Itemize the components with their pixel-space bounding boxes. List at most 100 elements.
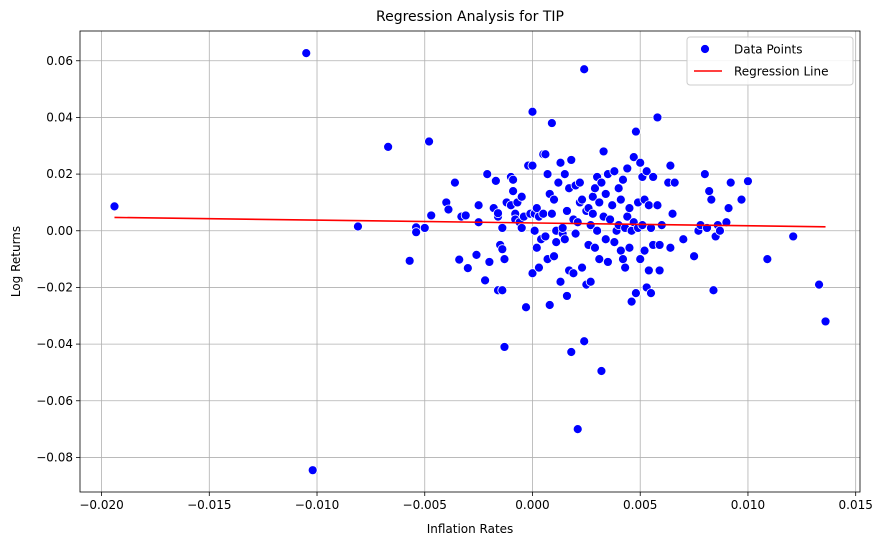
data-point: [598, 146, 609, 157]
data-point: [603, 257, 613, 267]
data-point: [667, 208, 678, 219]
data-point: [620, 262, 631, 273]
data-point: [497, 223, 508, 233]
data-point: [443, 204, 454, 215]
data-point: [646, 223, 656, 233]
data-point: [626, 296, 637, 307]
data-point: [715, 225, 725, 236]
data-point: [484, 257, 495, 267]
data-point: [557, 223, 568, 233]
data-point: [549, 194, 559, 205]
data-point: [544, 300, 555, 310]
data-point: [577, 262, 587, 273]
data-points-layer: [109, 48, 831, 476]
data-point: [516, 223, 527, 233]
y-tick-label: 0.02: [46, 167, 73, 181]
data-point: [643, 265, 654, 276]
data-point: [743, 176, 753, 187]
data-point: [631, 288, 641, 298]
data-point: [562, 206, 572, 216]
data-point: [383, 141, 394, 152]
x-axis-label: Inflation Rates: [427, 522, 514, 536]
data-point: [669, 177, 680, 188]
data-point: [596, 366, 607, 376]
data-point: [493, 208, 503, 219]
data-point: [652, 200, 663, 211]
x-tick-label: −0.005: [403, 498, 447, 512]
x-tick-label: 0.010: [731, 498, 765, 512]
data-point: [546, 118, 557, 128]
data-point: [723, 203, 734, 213]
x-tick-label: −0.015: [187, 498, 231, 512]
data-point: [555, 157, 566, 168]
data-point: [562, 291, 572, 301]
data-point: [665, 160, 676, 171]
data-point: [499, 254, 510, 264]
data-point: [592, 225, 603, 236]
data-point: [471, 249, 482, 260]
data-point: [551, 237, 562, 247]
data-point: [546, 208, 557, 219]
legend-label-data-points: Data Points: [734, 43, 803, 57]
data-point: [639, 245, 650, 256]
data-point: [618, 254, 628, 264]
data-point: [699, 169, 710, 179]
data-point: [654, 265, 665, 276]
data-point: [301, 48, 312, 59]
data-point: [704, 186, 715, 196]
data-point: [635, 254, 646, 264]
data-point: [613, 183, 624, 194]
data-point: [820, 316, 831, 327]
data-point: [353, 221, 363, 232]
data-point: [643, 200, 654, 211]
data-point: [654, 240, 665, 250]
data-point: [424, 136, 434, 147]
plot-frame: [79, 30, 861, 493]
data-point: [590, 242, 600, 253]
data-point: [590, 183, 600, 194]
data-point: [531, 242, 542, 253]
data-point: [508, 174, 518, 185]
data-point: [736, 194, 747, 205]
data-point: [419, 223, 430, 233]
data-point: [652, 112, 663, 123]
data-point: [527, 106, 538, 117]
data-point: [622, 163, 633, 174]
data-point: [615, 245, 626, 256]
data-point: [615, 194, 626, 205]
data-point: [521, 302, 531, 313]
data-point: [559, 169, 570, 179]
data-point: [540, 149, 551, 160]
data-point: [689, 251, 699, 262]
y-tick-label: 0.04: [46, 110, 73, 124]
y-tick-label: −0.02: [36, 280, 73, 294]
data-point: [411, 227, 422, 238]
data-point: [579, 64, 590, 75]
data-point: [641, 166, 652, 177]
x-tick-label: 0.000: [515, 498, 549, 512]
data-point: [648, 172, 659, 182]
data-point: [497, 285, 508, 296]
data-point: [454, 254, 465, 265]
regression-line: [114, 216, 826, 228]
data-point: [618, 174, 628, 185]
data-point: [574, 177, 585, 188]
data-point: [646, 288, 656, 298]
data-point: [605, 214, 615, 225]
y-gridlines: [80, 60, 860, 458]
data-point: [568, 268, 579, 279]
data-point: [538, 208, 549, 219]
data-point: [572, 217, 583, 228]
data-point: [725, 177, 736, 188]
y-tick-label: 0.06: [46, 54, 73, 68]
data-point: [572, 424, 583, 434]
x-tick-label: 0.005: [623, 498, 657, 512]
data-point: [609, 237, 620, 247]
data-point: [499, 342, 510, 352]
data-point: [762, 254, 773, 264]
data-point: [585, 276, 596, 287]
data-point: [534, 262, 544, 273]
x-gridlines: [101, 31, 857, 492]
data-point: [594, 197, 605, 208]
